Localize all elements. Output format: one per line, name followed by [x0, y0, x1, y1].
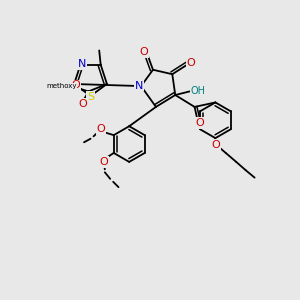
- Text: N: N: [134, 80, 143, 91]
- Text: O: O: [140, 46, 148, 57]
- Text: O: O: [71, 80, 80, 91]
- Text: OH: OH: [191, 85, 206, 96]
- Text: N: N: [78, 59, 86, 69]
- Text: O: O: [97, 124, 105, 134]
- Text: O: O: [100, 157, 108, 167]
- Text: methoxy: methoxy: [46, 83, 76, 89]
- Text: O: O: [187, 58, 195, 68]
- Text: O: O: [79, 99, 88, 109]
- Text: O: O: [196, 118, 204, 128]
- Text: S: S: [87, 92, 94, 102]
- Text: O: O: [211, 140, 220, 150]
